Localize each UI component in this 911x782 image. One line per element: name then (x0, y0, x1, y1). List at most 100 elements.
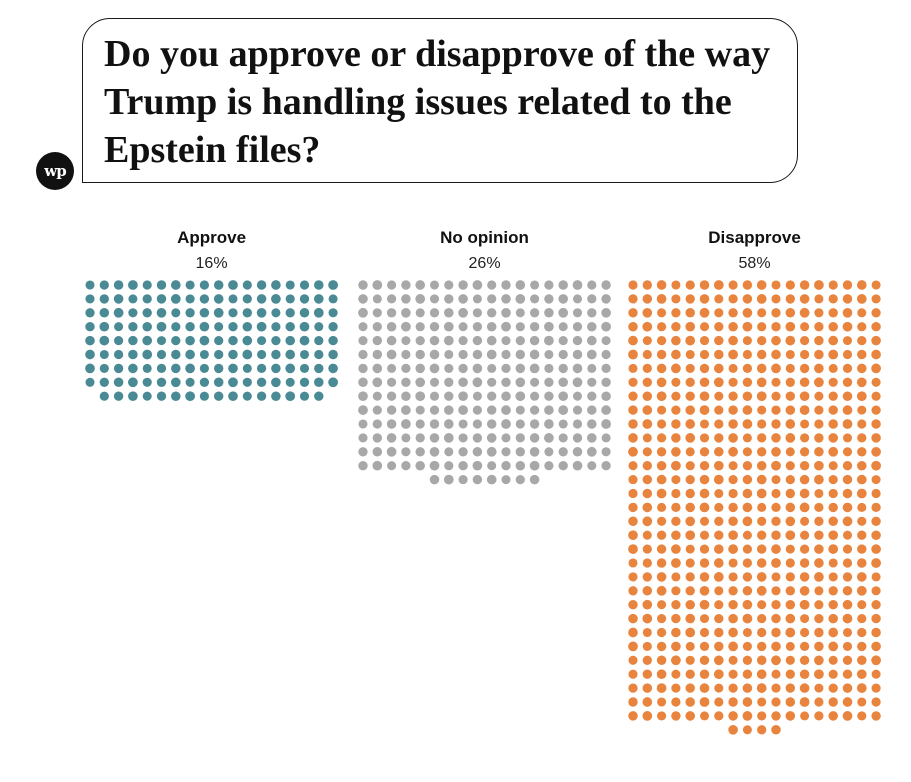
dot-disapprove (771, 544, 781, 554)
dot-no-opinion (587, 377, 597, 387)
dot-disapprove (685, 405, 695, 415)
dot-disapprove (771, 405, 781, 415)
dot-no-opinion (472, 335, 483, 346)
dot-disapprove (685, 363, 695, 373)
dot-disapprove (642, 558, 652, 568)
dot-disapprove (828, 433, 839, 443)
dot-disapprove (728, 419, 738, 429)
dot-disapprove (871, 697, 881, 707)
dot-no-opinion (558, 336, 568, 346)
dot-disapprove (714, 322, 724, 332)
dot-approve (285, 322, 295, 332)
dot-disapprove (842, 572, 853, 582)
dot-approve (214, 349, 224, 360)
dot-disapprove (699, 391, 710, 402)
dot-disapprove (671, 308, 681, 318)
dot-approve (156, 294, 167, 304)
dot-disapprove (742, 669, 753, 679)
dot-no-opinion (458, 363, 468, 374)
dot-disapprove (714, 697, 724, 707)
dot-disapprove (871, 377, 881, 387)
dot-approve (285, 391, 296, 402)
dot-disapprove (671, 530, 681, 540)
dot-disapprove (828, 461, 838, 471)
dot-disapprove (814, 405, 824, 415)
dot-no-opinion (486, 321, 497, 332)
dot-disapprove (800, 336, 810, 346)
dot-approve (214, 391, 224, 401)
dot-disapprove (656, 641, 667, 652)
dot-disapprove (800, 516, 810, 526)
dot-disapprove (628, 446, 638, 457)
dot-disapprove (771, 655, 781, 666)
dot-no-opinion (415, 280, 426, 290)
dot-no-opinion (429, 294, 440, 304)
dot-disapprove (785, 405, 796, 415)
dot-no-opinion (401, 461, 411, 471)
dot-approve (99, 391, 109, 401)
dot-disapprove (842, 488, 853, 499)
dot-disapprove (642, 544, 652, 554)
dot-disapprove (685, 308, 695, 318)
dot-disapprove (728, 683, 738, 693)
dot-disapprove (799, 572, 810, 582)
dot-no-opinion (458, 377, 468, 388)
dot-no-opinion (358, 391, 368, 402)
dot-approve (299, 280, 310, 290)
dot-disapprove (742, 586, 753, 596)
dot-no-opinion (501, 447, 511, 457)
dot-disapprove (785, 530, 796, 541)
dot-no-opinion (458, 391, 468, 402)
dot-no-opinion (486, 433, 497, 443)
dot-approve (114, 322, 124, 332)
dot-approve (299, 363, 310, 373)
dot-approve (185, 308, 195, 318)
dot-no-opinion (472, 377, 483, 388)
dot-no-opinion (444, 349, 454, 360)
dot-disapprove (856, 683, 867, 693)
dot-disapprove (642, 474, 652, 485)
dot-no-opinion (558, 349, 568, 360)
dot-disapprove (685, 641, 695, 651)
dot-approve (228, 349, 238, 360)
dot-disapprove (685, 599, 695, 610)
dot-no-opinion (544, 447, 554, 457)
dot-no-opinion (358, 363, 368, 374)
dot-disapprove (714, 349, 724, 360)
dot-no-opinion (372, 308, 382, 318)
dot-disapprove (714, 516, 724, 526)
dot-disapprove (828, 405, 838, 415)
dot-disapprove (742, 516, 753, 527)
dot-disapprove (828, 419, 838, 429)
dot-approve (185, 391, 195, 402)
dot-disapprove (756, 572, 767, 582)
dot-disapprove (799, 558, 810, 568)
dot-disapprove (842, 655, 853, 665)
dot-approve (257, 336, 267, 346)
category-label-no-opinion: No opinion (440, 228, 529, 247)
dot-approve (285, 335, 295, 346)
dot-approve (242, 391, 252, 401)
dot-no-opinion (372, 377, 383, 388)
dot-no-opinion (458, 294, 468, 304)
dot-disapprove (785, 502, 796, 513)
dot-disapprove (856, 488, 867, 499)
dot-approve (185, 363, 195, 374)
dot-disapprove (842, 280, 853, 290)
dot-disapprove (771, 669, 781, 679)
dot-disapprove (771, 725, 781, 735)
dot-disapprove (699, 461, 710, 471)
dot-no-opinion (486, 446, 497, 457)
dot-disapprove (685, 572, 695, 582)
dot-disapprove (871, 280, 881, 290)
dot-no-opinion (429, 474, 440, 485)
dot-disapprove (656, 530, 667, 540)
dot-no-opinion (601, 447, 611, 457)
dot-approve (299, 321, 310, 332)
dot-approve (271, 335, 281, 346)
dot-disapprove (628, 683, 638, 693)
dot-disapprove (685, 321, 696, 332)
dot-approve (242, 363, 252, 373)
dot-no-opinion (515, 294, 526, 304)
dot-disapprove (828, 321, 838, 332)
